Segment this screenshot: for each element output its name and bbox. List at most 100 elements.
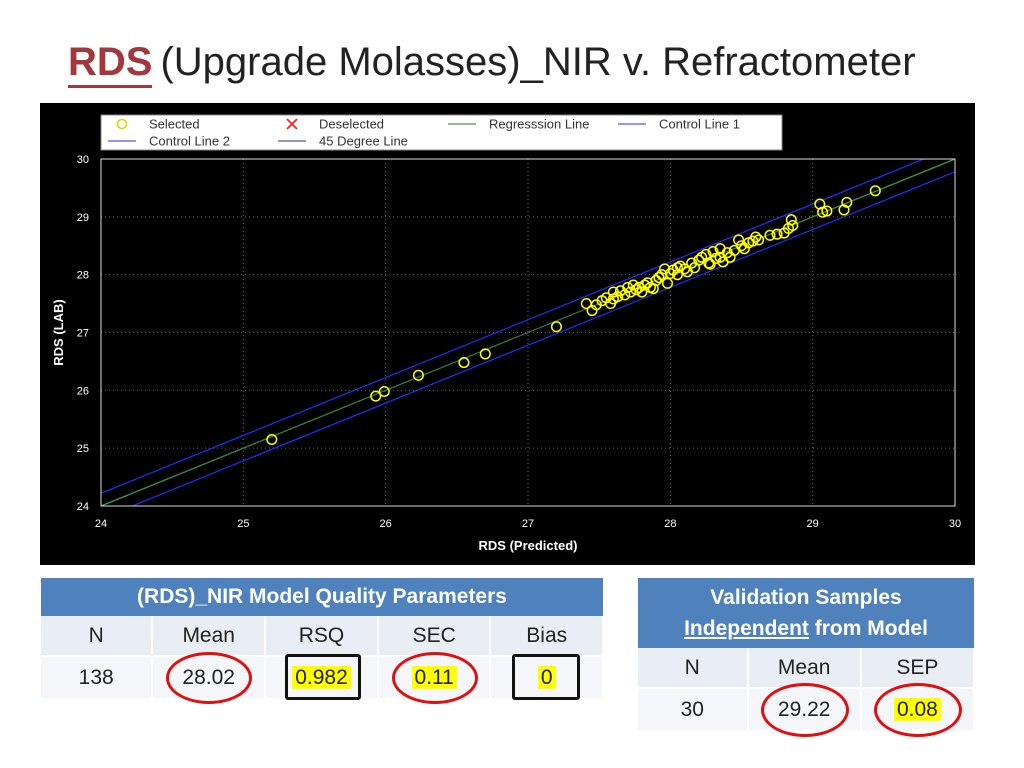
data-point (550, 321, 563, 333)
scatter-chart-panel: Selected Deselected Regresssion Line Contro… (40, 103, 975, 565)
page-title: RDS (Upgrade Molasses)_NIR v. Refractomet… (68, 40, 916, 90)
chart-reference-lines (101, 159, 955, 506)
x-tick-label: 25 (237, 518, 249, 530)
title-rest: (Upgrade Molasses)_NIR v. Refractometer (160, 40, 916, 84)
regression-line (101, 159, 955, 506)
legend-symbol-circle (116, 118, 128, 130)
data-point (869, 185, 881, 197)
legend-label: Control Line 2 (149, 134, 230, 149)
x-tick-label: 27 (522, 518, 534, 530)
data-point (817, 206, 829, 218)
data-point (750, 231, 762, 243)
data-point (785, 214, 797, 226)
model-val-mean-text: 28.02 (182, 665, 235, 689)
data-point (821, 205, 833, 217)
control-line-2 (130, 171, 955, 506)
data-point (764, 229, 776, 241)
validation-table-header: Validation Samples Independent from Mode… (638, 578, 974, 648)
validation-header-rest: from Model (808, 617, 928, 640)
legend-symbol-x (286, 118, 298, 130)
data-point (704, 258, 716, 270)
data-point (636, 286, 648, 298)
model-val-mean: 28.02 (152, 652, 267, 704)
validation-val-mean-text: 29.22 (777, 697, 831, 721)
model-col-rsq: RSQ (265, 616, 379, 656)
y-tick-label: 28 (77, 270, 89, 282)
validation-header-line1: Validation Samples (710, 586, 902, 609)
model-val-sec: 0.11 (377, 652, 492, 704)
x-tick-label: 30 (949, 518, 961, 530)
data-point (653, 272, 665, 284)
validation-col-mean: Mean (747, 648, 862, 688)
data-point (838, 204, 850, 216)
model-val-bias: 0 (490, 654, 604, 700)
validation-table: Validation Samples Independent from Mode… (638, 578, 976, 737)
validation-val-n: 30 (638, 687, 749, 730)
x-tick-label: 29 (807, 518, 819, 530)
legend-label: Control Line 1 (659, 117, 740, 132)
data-point (661, 277, 674, 289)
data-point (619, 289, 631, 301)
data-point (607, 293, 619, 305)
data-point (841, 196, 853, 208)
validation-val-sep: 0.08 (860, 683, 976, 737)
x-axis-label: RDS (Predicted) (479, 538, 578, 553)
validation-col-sep: SEP (860, 648, 976, 688)
data-point (707, 245, 719, 258)
data-point (693, 254, 705, 266)
control-line-1 (101, 159, 926, 494)
legend-label: 45 Degree Line (319, 134, 408, 149)
data-point (458, 357, 470, 369)
y-tick-label: 26 (77, 385, 89, 397)
model-col-sec: SEC (377, 616, 492, 656)
data-point (479, 348, 491, 360)
chart-axes: 24 25 26 27 28 29 30 24 25 26 27 28 29 30 RDS (Predict… (51, 154, 961, 553)
data-point (771, 228, 783, 240)
x-tick-label: 24 (95, 518, 107, 530)
data-point (378, 385, 390, 398)
model-table-header: (RDS)_NIR Model Quality Parameters (41, 578, 603, 616)
model-quality-table: (RDS)_NIR Model Quality Parameters N Mea… (41, 578, 604, 704)
data-point (735, 240, 748, 252)
legend-label: Selected (149, 117, 200, 132)
data-point (671, 262, 684, 274)
data-point (412, 369, 424, 381)
y-tick-label: 25 (77, 443, 89, 455)
x-tick-label: 26 (380, 518, 392, 530)
legend-label: Deselected (319, 117, 384, 132)
y-tick-label: 29 (77, 212, 89, 224)
model-val-rsq-text: 0.982 (292, 665, 351, 689)
legend-box (100, 114, 783, 151)
validation-col-n: N (638, 648, 749, 688)
data-point (714, 251, 726, 263)
data-point (710, 252, 722, 265)
model-val-n: 138 (41, 655, 154, 698)
model-val-rsq: 0.982 (265, 654, 379, 700)
model-col-bias: Bias (490, 616, 604, 656)
validation-val-sep-text: 0.08 (893, 697, 941, 721)
model-col-n: N (41, 616, 154, 656)
legend-label: Regresssion Line (489, 117, 589, 132)
model-val-bias-text: 0 (537, 665, 556, 689)
data-point (787, 219, 799, 232)
data-point (664, 267, 676, 280)
data-point (656, 269, 668, 281)
y-tick-label: 27 (77, 328, 89, 340)
scatter-chart: Selected Deselected Regresssion Line Contro… (51, 114, 961, 553)
chart-legend: Selected Deselected Regresssion Line Contro… (100, 114, 783, 151)
plot-frame (100, 158, 956, 507)
data-point (650, 274, 662, 286)
data-point (624, 286, 637, 298)
data-point (733, 234, 745, 246)
data-point (753, 234, 765, 246)
validation-header-underlined: Independent (684, 617, 809, 640)
data-point (266, 433, 278, 446)
line-45-degree (101, 159, 955, 506)
title-abbr: RDS (68, 40, 153, 88)
validation-val-mean: 29.22 (747, 683, 862, 737)
data-point (370, 390, 382, 402)
model-val-sec-text: 0.11 (411, 665, 457, 689)
model-col-mean: Mean (152, 616, 267, 656)
y-tick-label: 30 (77, 154, 89, 166)
chart-points (266, 185, 881, 446)
